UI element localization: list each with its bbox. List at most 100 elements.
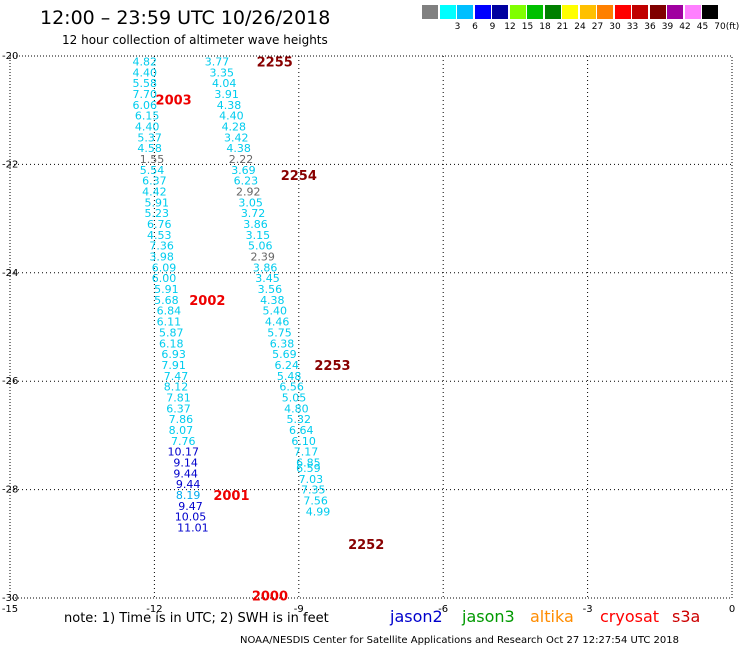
- swh-value-label: 6.23: [234, 175, 259, 188]
- swh-value-label: 6.18: [159, 337, 184, 350]
- swh-value-label: 2.39: [250, 251, 275, 264]
- swh-value-label: 3.45: [255, 272, 280, 285]
- swh-value-label: 4.99: [306, 505, 331, 518]
- swh-value-label: 7.36: [149, 240, 174, 253]
- legend-swatch: [614, 5, 631, 19]
- lon-tick-label: 0: [729, 604, 735, 615]
- swh-value-label: 4.38: [226, 142, 251, 155]
- swh-value-label: 5.40: [262, 305, 287, 318]
- swh-value-label: 3.35: [210, 66, 235, 79]
- swh-value-label: 4.46: [265, 316, 290, 329]
- swh-value-label: 7.86: [169, 413, 194, 426]
- legend-swatch: [649, 5, 666, 19]
- swh-value-label: 6.37: [166, 402, 191, 415]
- swh-value-label: 5.48: [277, 370, 302, 383]
- swh-value-label: 6.06: [133, 99, 158, 112]
- swh-value-label: 6.59: [296, 462, 321, 475]
- satellite-legend-altika: altika: [530, 607, 574, 626]
- legend-swatch: [509, 5, 526, 19]
- swh-value-label: 4.40: [219, 110, 244, 123]
- swh-value-label: 4.82: [133, 55, 158, 68]
- swh-value-label: 11.01: [177, 522, 209, 535]
- time-label: 2001: [213, 489, 249, 504]
- swh-value-label: 6.85: [296, 457, 321, 470]
- map-title: 12:00 – 23:59 UTC 10/26/2018: [40, 7, 331, 29]
- legend-label: 6: [472, 22, 478, 32]
- time-label: 2252: [348, 538, 384, 553]
- swh-value-label: 7.76: [171, 435, 196, 448]
- legend-label: 9: [489, 22, 496, 32]
- swh-value-label: 5.32: [287, 413, 312, 426]
- legend-swatch: [457, 5, 473, 19]
- swh-value-label: 3.72: [241, 207, 266, 220]
- swh-value-label: 5.54: [140, 164, 165, 177]
- satellite-legend-jason2: jason2: [390, 607, 443, 626]
- lon-tick-label: -6: [438, 604, 448, 615]
- footer-credit: NOAA/NESDIS Center for Satellite Applica…: [240, 635, 679, 646]
- legend-swatch: [597, 5, 613, 19]
- legend-label: 70: [714, 22, 726, 32]
- swh-value-label: 3.77: [205, 55, 230, 68]
- legend-label: 45: [696, 22, 709, 32]
- swh-value-label: 3.69: [231, 164, 256, 177]
- swh-value-label: 4.38: [260, 294, 285, 307]
- satellite-legend-cryosat: cryosat: [600, 607, 660, 626]
- swh-value-label: 5.91: [154, 283, 179, 296]
- swh-value-label: 6.24: [275, 359, 300, 372]
- swh-value-label: 2.92: [236, 186, 261, 199]
- swh-value-label: 6.00: [152, 272, 177, 285]
- lat-tick-label: -26: [2, 376, 18, 387]
- swh-value-label: 7.03: [299, 473, 324, 486]
- map-subtitle: 12 hour collection of altimeter wave hei…: [62, 33, 328, 47]
- swh-value-label: 10.05: [175, 511, 207, 524]
- swh-value-label: 6.76: [147, 218, 172, 231]
- legend-label: 12: [504, 22, 516, 32]
- swh-value-label: 5.75: [267, 326, 292, 339]
- time-label: 2253: [314, 359, 350, 374]
- swh-value-label: 6.56: [279, 381, 304, 394]
- swh-value-label: 5.87: [159, 326, 184, 339]
- swh-value-label: 6.93: [161, 348, 186, 361]
- lat-tick-label: -28: [2, 485, 18, 496]
- swh-value-label: 9.44: [176, 478, 201, 491]
- legend-swatch: [474, 5, 491, 19]
- map-frame: [9, 55, 733, 599]
- swh-value-label: 9.44: [173, 467, 198, 480]
- legend-label: 42: [679, 22, 691, 32]
- swh-value-label: 6.64: [289, 424, 314, 437]
- swh-value-label: 4.40: [133, 66, 158, 79]
- swh-value-label: 1.55: [140, 153, 165, 166]
- legend-label: 18: [539, 22, 551, 32]
- time-label: 2003: [156, 93, 192, 108]
- lon-tick-label: -3: [583, 604, 593, 615]
- swh-value-label: 4.40: [135, 120, 160, 133]
- legend-swatch: [422, 5, 438, 19]
- swh-value-label: 10.17: [168, 446, 200, 459]
- swh-value-label: 3.05: [238, 196, 263, 209]
- legend-swatch: [684, 5, 701, 19]
- swh-value-label: 6.37: [142, 175, 167, 188]
- swh-value-label: 4.42: [142, 186, 167, 199]
- swh-value-label: 4.53: [147, 229, 172, 242]
- legend-unit: (ft): [725, 22, 740, 32]
- swh-value-label: 4.80: [284, 402, 309, 415]
- swh-value-label: 4.58: [137, 142, 162, 155]
- swh-value-label: 4.38: [217, 99, 242, 112]
- legend-label: 36: [644, 22, 656, 32]
- legend-label: 33: [626, 22, 639, 32]
- swh-value-label: 8.19: [176, 489, 201, 502]
- lat-tick-label: -24: [2, 268, 18, 279]
- swh-value-label: 6.10: [291, 435, 316, 448]
- legend-label: 21: [556, 22, 569, 32]
- legend-swatch: [492, 5, 508, 19]
- legend-swatch: [579, 5, 596, 19]
- swh-value-label: 7.47: [164, 370, 189, 383]
- swh-value-label: 5.37: [137, 131, 162, 144]
- swh-value-label: 7.56: [303, 494, 328, 507]
- time-label: 2002: [189, 294, 225, 309]
- swh-value-label: 8.07: [169, 424, 194, 437]
- swh-value-label: 5.69: [272, 348, 297, 361]
- swh-value-label: 7.81: [166, 391, 191, 404]
- footer-note: note: 1) Time is in UTC; 2) SWH is in fe…: [64, 611, 329, 626]
- lat-tick-label: -30: [2, 593, 18, 604]
